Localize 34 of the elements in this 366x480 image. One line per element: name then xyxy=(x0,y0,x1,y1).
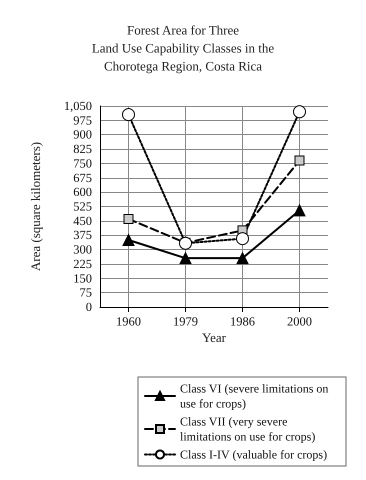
y-tick-label: 900 xyxy=(73,128,92,142)
y-tick-label: 0 xyxy=(86,300,92,314)
x-tick-label: 1960 xyxy=(116,314,141,328)
point xyxy=(294,156,304,166)
point xyxy=(236,252,248,264)
x-axis-title: Year xyxy=(202,330,227,345)
legend-label: Class VI (severe limitations on use for crops) xyxy=(180,382,332,410)
y-tick-label: 75 xyxy=(80,286,92,300)
x-tick-label: 1979 xyxy=(173,314,198,328)
point xyxy=(180,252,192,264)
y-tick-label: 225 xyxy=(73,256,92,271)
y-tick-label: 150 xyxy=(73,271,92,286)
y-axis-title: Area (square kilometers) xyxy=(28,142,43,272)
legend-label: Class I-IV (valuable for crops) xyxy=(180,448,328,462)
point xyxy=(236,232,249,246)
y-tick-label: 975 xyxy=(73,113,92,128)
point xyxy=(124,214,134,224)
y-tick-label: 825 xyxy=(73,142,92,156)
point xyxy=(122,108,135,122)
x-tick-label: 1986 xyxy=(230,314,255,328)
y-tick-label: 525 xyxy=(73,200,92,214)
point xyxy=(122,234,134,246)
y-tick-label: 300 xyxy=(73,242,92,257)
point xyxy=(293,105,306,118)
y-tick-label: 1,050 xyxy=(64,99,92,113)
y-tick-label: 450 xyxy=(73,214,92,228)
legend-label: Class VII (very severe limitations on use for crops) xyxy=(180,414,316,444)
y-tick-label: 750 xyxy=(73,156,92,170)
y-tick-label: 375 xyxy=(73,228,92,242)
point xyxy=(294,204,306,216)
y-tick-label: 675 xyxy=(73,170,92,185)
y-tick-label: 600 xyxy=(73,185,92,200)
chart-title: Forest Area for Three Land Use Capability Classes in the Chorotega Region, Costa Rica xyxy=(92,22,274,74)
x-tick-label: 2000 xyxy=(287,314,312,328)
